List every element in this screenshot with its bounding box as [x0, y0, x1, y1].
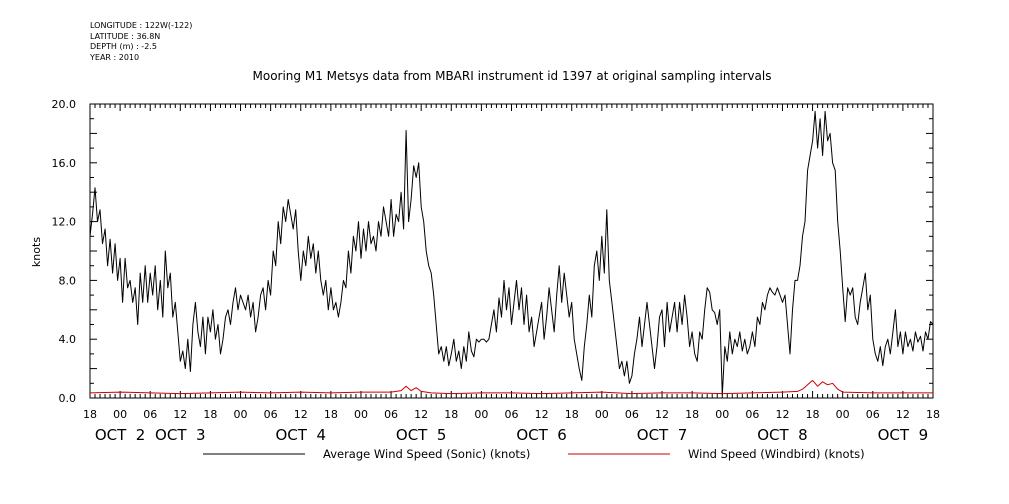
x-tick-label: 12 — [173, 408, 187, 421]
x-tick-label: 00 — [836, 408, 850, 421]
year-label: YEAR : 2010 — [90, 52, 140, 62]
x-day-label: OCT 3 — [155, 426, 206, 444]
x-tick-label: 06 — [866, 408, 880, 421]
x-day-label: OCT 9 — [878, 426, 929, 444]
x-tick-label: 18 — [203, 408, 217, 421]
latitude-label: LATITUDE : 36.8N — [90, 31, 161, 41]
x-tick-label: 12 — [775, 408, 789, 421]
x-tick-label: 06 — [264, 408, 278, 421]
legend-label-windbird: Wind Speed (Windbird) (knots) — [688, 447, 865, 461]
x-tick-label: 00 — [595, 408, 609, 421]
x-tick-label: 18 — [444, 408, 458, 421]
plot-frame — [89, 103, 934, 399]
x-tick-label: 00 — [234, 408, 248, 421]
y-tick-label: 16.0 — [52, 157, 77, 170]
x-tick-label: 18 — [324, 408, 338, 421]
x-tick-label: 12 — [294, 408, 308, 421]
x-tick-label: 18 — [685, 408, 699, 421]
x-day-label: OCT 4 — [275, 426, 326, 444]
x-tick-label: 00 — [113, 408, 127, 421]
x-tick-label: 00 — [474, 408, 488, 421]
metadata-block: LONGITUDE : 122W(-122) LATITUDE : 36.8N … — [90, 21, 192, 63]
x-day-label: OCT 2 — [95, 426, 146, 444]
x-tick-label: 06 — [745, 408, 759, 421]
x-tick-label: 06 — [143, 408, 157, 421]
y-tick-label: 20.0 — [52, 98, 77, 111]
y-tick-label: 12.0 — [52, 216, 77, 229]
legend: Average Wind Speed (Sonic) (knots) Wind … — [203, 447, 865, 461]
x-day-label: OCT 5 — [396, 426, 447, 444]
y-axis-label: knots — [30, 237, 43, 267]
x-tick-label: 12 — [535, 408, 549, 421]
series-layer — [89, 110, 934, 396]
series-line-windbird — [89, 379, 933, 395]
x-tick-label: 00 — [715, 408, 729, 421]
x-day-label: OCT 8 — [757, 426, 808, 444]
x-tick-label: 18 — [926, 408, 940, 421]
x-tick-label: 06 — [384, 408, 398, 421]
x-tick-label: 06 — [625, 408, 639, 421]
x-axis: 18 00 06 12 18 00 06 12 18 00 06 12 18 00 06 12 18 00 06 12… — [83, 104, 940, 444]
x-tick-label: 18 — [806, 408, 820, 421]
x-tick-label: 00 — [354, 408, 368, 421]
x-tick-label: 12 — [896, 408, 910, 421]
y-tick-label: 4.0 — [59, 333, 77, 346]
y-axis: 0.0 4.0 8.0 12.0 16.0 20.0 — [52, 98, 933, 405]
legend-label-sonic: Average Wind Speed (Sonic) (knots) — [323, 447, 530, 461]
x-day-label: OCT 7 — [637, 426, 688, 444]
x-tick-label: 18 — [83, 408, 97, 421]
series-line-sonic — [89, 110, 934, 396]
x-day-label: OCT 6 — [516, 426, 567, 444]
x-tick-label: 18 — [565, 408, 579, 421]
y-tick-label: 8.0 — [59, 274, 77, 287]
longitude-label: LONGITUDE : 122W(-122) — [90, 21, 193, 30]
y-tick-label: 0.0 — [59, 392, 77, 405]
x-tick-label: 12 — [655, 408, 669, 421]
chart-title: Mooring M1 Metsys data from MBARI instru… — [253, 69, 772, 83]
depth-label: DEPTH (m) : -2.5 — [90, 42, 157, 51]
x-tick-label: 06 — [505, 408, 519, 421]
x-tick-label: 12 — [414, 408, 428, 421]
